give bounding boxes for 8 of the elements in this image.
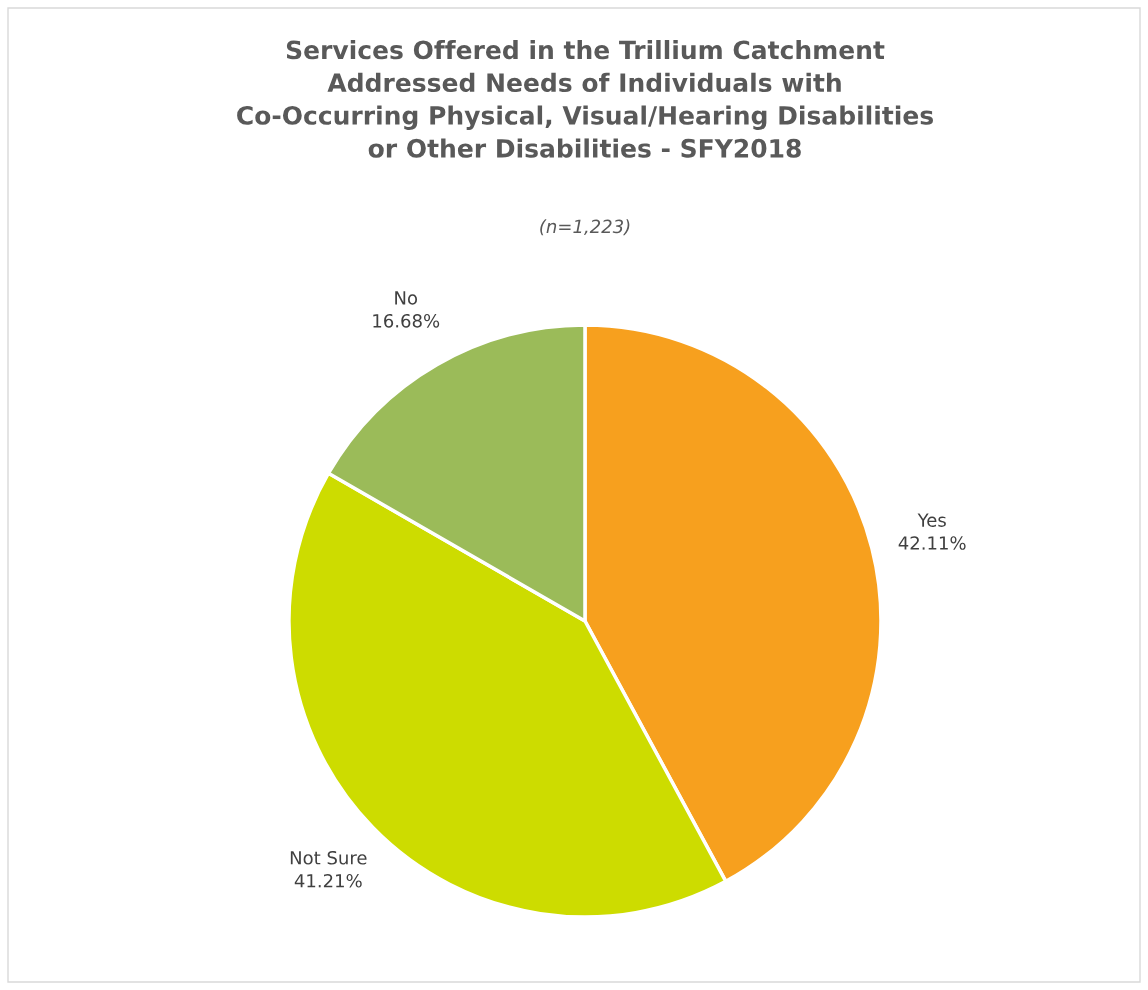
slice-label: No [395, 291, 418, 305]
data-label: 16.68% [373, 313, 440, 328]
data-label: 41.21% [294, 873, 362, 888]
slice-label: Not Sure [290, 850, 367, 865]
data-label: 42.11% [898, 536, 966, 550]
chart-subtitle: (n=1,223) [540, 219, 630, 236]
chart-title: Services Offered in the Trillium Catchment Addressed Needs of Individuals with Co-Occurring Physical, Visual/Hearing Disabilities or Other Disabilities - SFY2018 [237, 40, 933, 158]
slice-label: Yes [917, 513, 946, 527]
